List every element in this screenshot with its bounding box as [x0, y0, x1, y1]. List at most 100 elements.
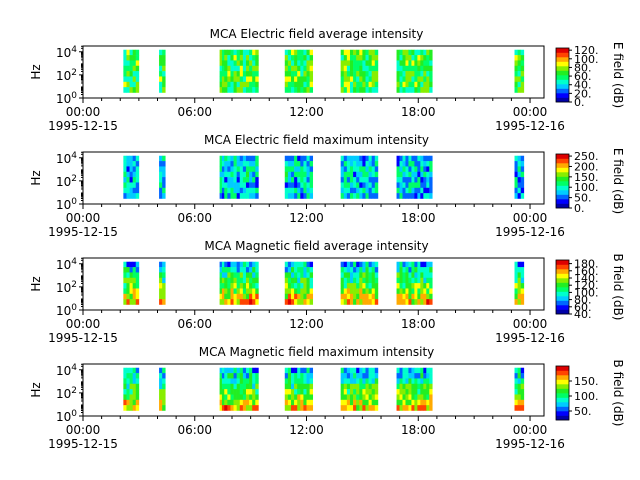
heat-cell: [365, 49, 369, 56]
heat-cell: [365, 171, 369, 178]
heat-cell: [343, 283, 348, 289]
heat-cell: [303, 299, 307, 305]
heat-cell: [224, 76, 228, 83]
heat-cell: [349, 283, 354, 289]
heat-cell: [227, 166, 231, 173]
heat-cell: [402, 60, 406, 67]
heat-cell: [245, 166, 250, 173]
heat-cell: [245, 171, 250, 178]
heat-cell: [290, 299, 295, 305]
heat-cell: [517, 288, 522, 295]
x-tick-label: 00:00: [66, 105, 101, 119]
heat-cell: [245, 399, 250, 406]
heat-cell: [362, 155, 366, 162]
heat-cell: [129, 272, 133, 279]
heat-cell: [224, 293, 228, 300]
heat-cell: [353, 389, 357, 395]
heat-cell: [365, 177, 369, 183]
heat-cell: [399, 76, 403, 83]
heat-cell: [346, 267, 351, 273]
heat-cell: [245, 299, 250, 305]
heat-cell: [162, 267, 166, 273]
heat-cell: [423, 293, 427, 300]
heat-cell: [230, 283, 234, 289]
heat-cell: [353, 272, 357, 279]
heat-cell: [356, 155, 360, 162]
heat-cell: [221, 171, 225, 178]
heat-cell: [242, 299, 247, 305]
heat-cell: [356, 394, 360, 401]
heat-cell: [162, 261, 166, 268]
heat-cell: [230, 155, 234, 162]
heat-cell: [132, 272, 137, 279]
heat-cell: [309, 299, 314, 305]
heat-cell: [359, 405, 363, 411]
heat-cell: [423, 288, 427, 295]
heat-cell: [346, 399, 351, 406]
heat-cell: [411, 193, 415, 199]
heat-cell: [429, 187, 433, 194]
heat-cell: [129, 261, 133, 268]
heat-cell: [346, 76, 351, 83]
heat-cell: [309, 394, 314, 401]
heat-cell: [284, 389, 289, 395]
heat-cell: [230, 76, 234, 83]
heat-cell: [368, 288, 372, 295]
heat-cell: [126, 155, 130, 162]
colorbar-tick-label: 100.: [574, 390, 599, 403]
heat-cell: [417, 161, 421, 167]
heat-cell: [371, 55, 376, 61]
heat-cell: [230, 367, 234, 374]
heat-cell: [405, 161, 409, 167]
heat-cell: [126, 55, 130, 61]
heat-cell: [371, 81, 376, 88]
heat-cell: [399, 193, 403, 199]
heat-cell: [236, 193, 241, 199]
heat-cell: [242, 87, 247, 93]
heat-cell: [517, 60, 522, 67]
heat-cell: [159, 49, 163, 56]
heat-cell: [236, 288, 241, 295]
heat-cell: [230, 55, 234, 61]
heat-cell: [123, 81, 127, 88]
heat-cell: [221, 399, 225, 406]
heat-cell: [429, 373, 433, 379]
heat-cell: [362, 182, 366, 189]
heat-cell: [284, 373, 289, 379]
heat-cell: [129, 55, 133, 61]
heat-cell: [405, 81, 409, 88]
heat-cell: [402, 81, 406, 88]
heat-cell: [353, 171, 357, 178]
heat-cell: [371, 71, 376, 77]
heat-cell: [287, 367, 292, 374]
heat-cell: [359, 49, 363, 56]
heat-cell: [221, 193, 225, 199]
heat-cell: [287, 65, 292, 72]
heat-cell: [303, 177, 307, 183]
heat-cell: [399, 60, 403, 67]
heat-cell: [123, 65, 127, 72]
heat-cell: [297, 177, 301, 183]
heat-cell: [249, 283, 253, 289]
heat-cell: [340, 267, 345, 273]
heat-cell: [374, 87, 379, 93]
heat-cell: [132, 373, 137, 379]
heat-cell: [284, 60, 289, 67]
heat-cell: [368, 177, 372, 183]
heat-cell: [356, 367, 360, 374]
heat-cell: [306, 293, 310, 300]
data-window-7: [396, 155, 433, 199]
heat-cell: [245, 55, 250, 61]
heat-cell: [396, 283, 400, 289]
heat-cell: [362, 283, 366, 289]
heat-cell: [132, 378, 137, 385]
heat-cell: [227, 267, 231, 273]
colorbar-segment: [556, 379, 569, 385]
heat-cell: [408, 378, 412, 385]
heat-cell: [294, 261, 298, 268]
heat-cell: [306, 283, 310, 289]
heat-cell: [353, 399, 357, 406]
heat-cell: [252, 49, 256, 56]
heat-cell: [224, 383, 228, 390]
heat-cell: [233, 171, 237, 178]
